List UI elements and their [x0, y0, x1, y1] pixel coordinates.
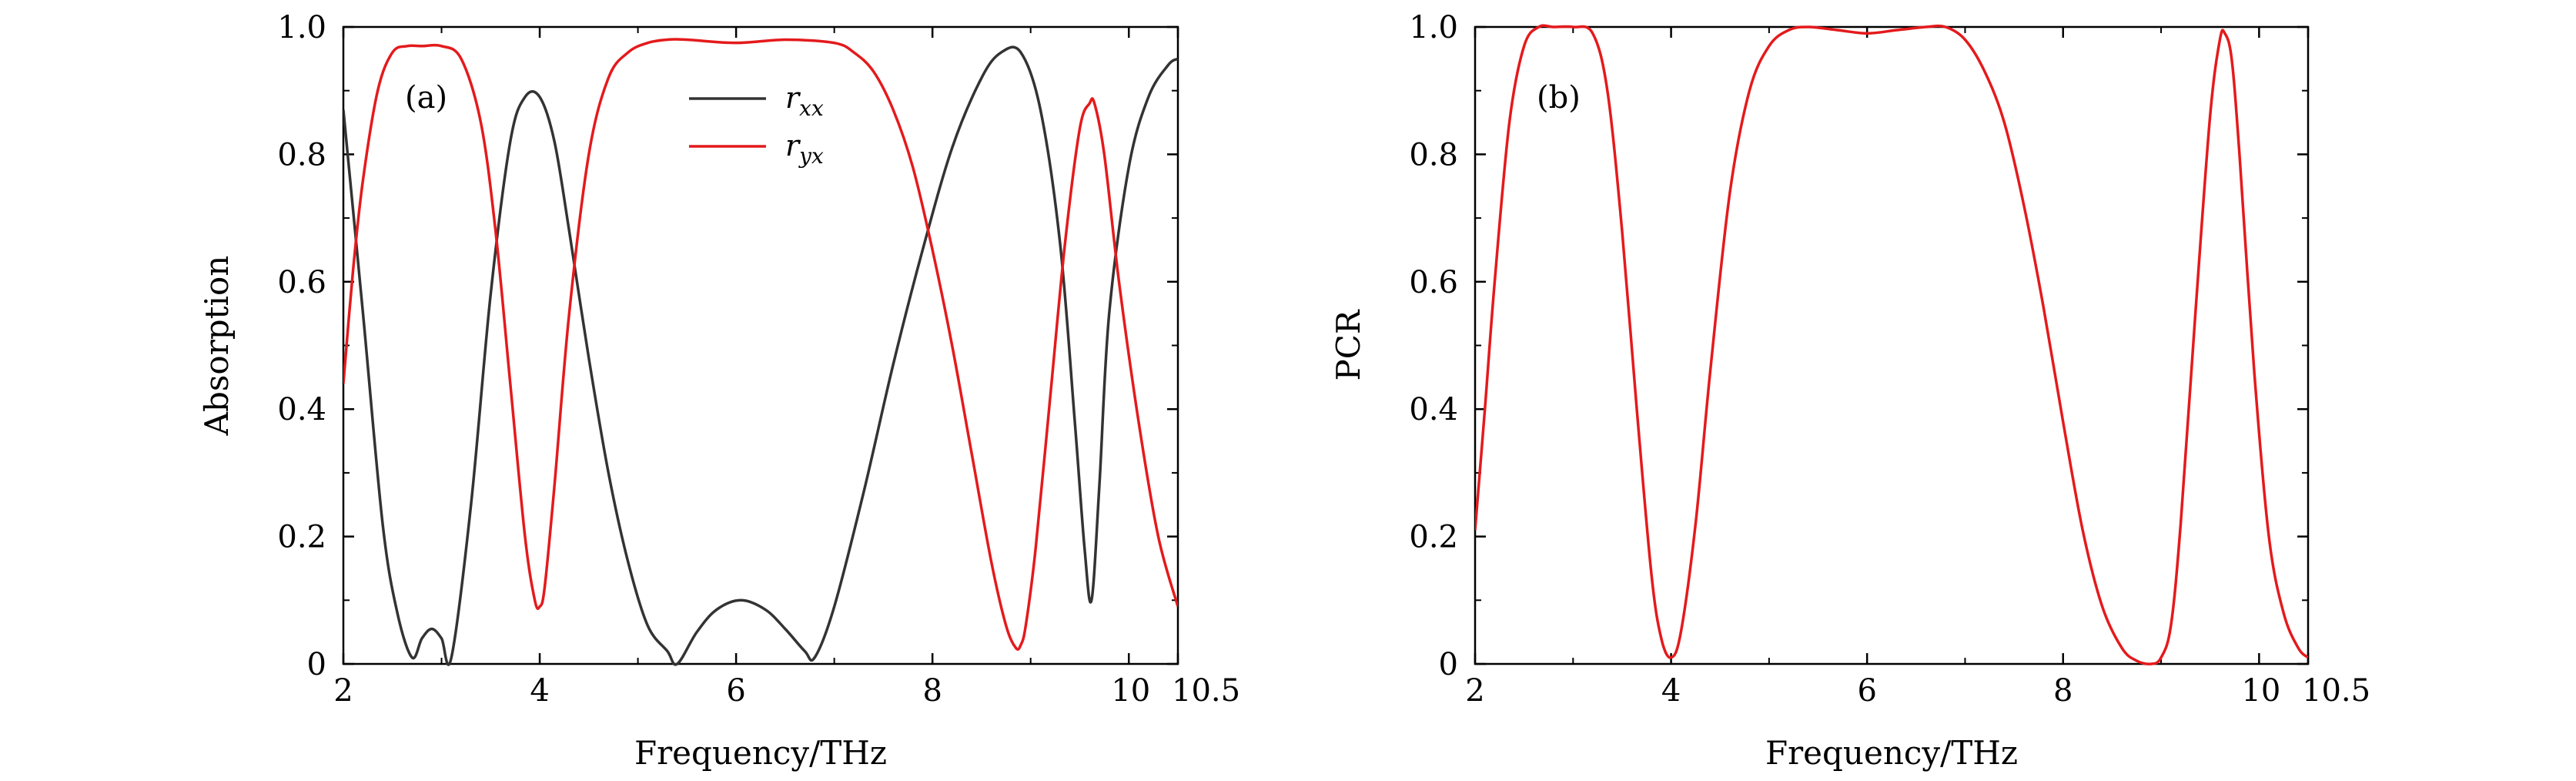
- series-line-series-0: [1475, 24, 2308, 665]
- x-tick-label: 4: [530, 673, 549, 709]
- series-curves: [1475, 24, 2308, 665]
- y-tick-label: 0.4: [1409, 392, 1458, 427]
- plot-frame: [1474, 25, 2310, 665]
- plot-frame: [342, 25, 1179, 665]
- panel-label: (b): [1537, 80, 1581, 116]
- legend-label-subscript: xx: [799, 96, 824, 121]
- y-tick-label: 0: [307, 647, 326, 682]
- panel-b-pcr-chart: 2 4 6 8 10 10.5 0 0.2 0.4 0.6 0.8 1.0 (b) Frequency…: [1330, 10, 2370, 772]
- x-tick-label: 10: [1111, 673, 1150, 709]
- x-tick-label: 10.5: [2302, 673, 2370, 709]
- legend-label: rxx: [785, 81, 824, 121]
- axis-ticks: 2 4 6 8 10 10.5 0 0.2 0.4 0.6 0.8 1.0: [277, 10, 1240, 709]
- x-tick-label: 8: [2053, 673, 2073, 709]
- x-tick-label: 10: [2241, 673, 2280, 709]
- x-tick-label: 2: [333, 673, 353, 709]
- series-line-r-xx: [343, 45, 1178, 666]
- legend-label-main: r: [785, 81, 801, 115]
- y-tick-label: 0.8: [1409, 137, 1458, 173]
- x-tick-label: 6: [726, 673, 745, 709]
- series-curves: [343, 38, 1178, 666]
- y-tick-label: 0.6: [1409, 265, 1458, 300]
- y-tick-label: 1.0: [277, 10, 326, 45]
- x-tick-label: 8: [922, 673, 942, 709]
- series-line-r-yx: [343, 38, 1178, 651]
- x-axis-title: Frequency/THz: [1765, 734, 2018, 772]
- y-axis-title: PCR: [1330, 309, 1367, 380]
- y-tick-label: 0.4: [277, 392, 326, 427]
- y-tick-label: 0.2: [277, 520, 326, 555]
- x-axis-title: Frequency/THz: [634, 734, 887, 772]
- y-tick-label: 0.8: [277, 137, 326, 173]
- x-tick-label: 4: [1661, 673, 1681, 709]
- legend-label: ryx: [785, 129, 824, 169]
- legend-label-main: r: [785, 129, 801, 163]
- x-tick-label: 2: [1465, 673, 1484, 709]
- y-tick-label: 0: [1439, 647, 1458, 682]
- legend-label-subscript: yx: [798, 143, 824, 169]
- y-axis-title: Absorption: [198, 256, 236, 437]
- x-tick-label: 6: [1857, 673, 1876, 709]
- y-tick-label: 0.6: [277, 265, 326, 300]
- y-tick-label: 0.2: [1409, 520, 1458, 555]
- y-tick-label: 1.0: [1409, 10, 1458, 45]
- x-tick-label: 10.5: [1172, 673, 1240, 709]
- panel-label: (a): [405, 80, 447, 116]
- axis-ticks: 2 4 6 8 10 10.5 0 0.2 0.4 0.6 0.8 1.0: [1409, 10, 2370, 709]
